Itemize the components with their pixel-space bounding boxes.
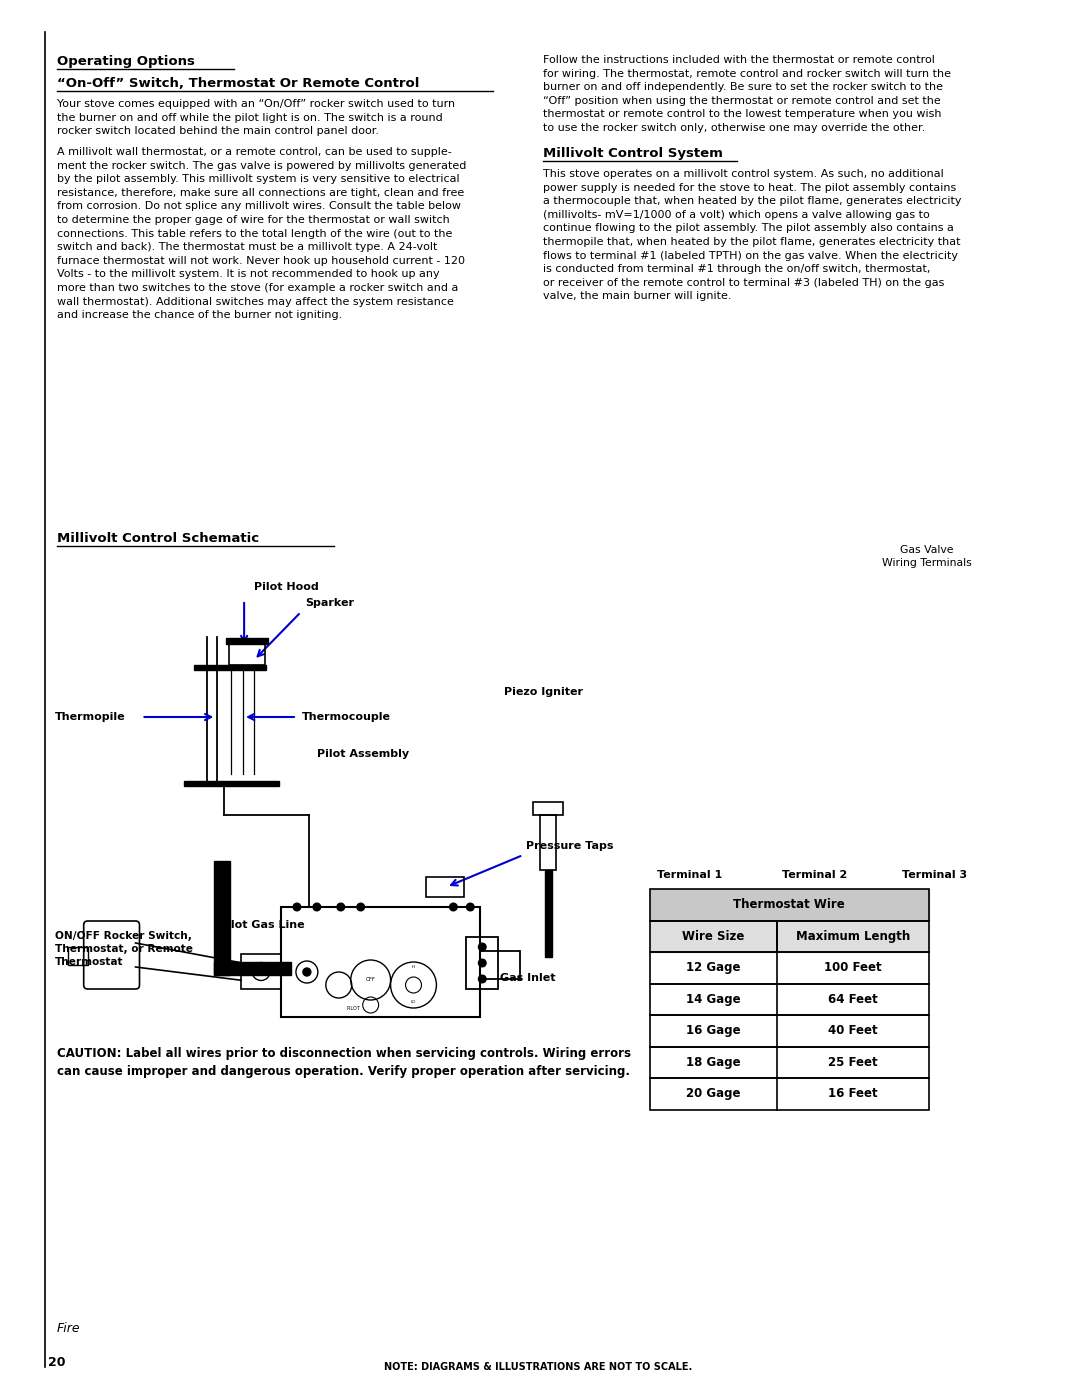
- Text: Piezo Igniter: Piezo Igniter: [503, 687, 582, 697]
- Text: 16 Gage: 16 Gage: [686, 1024, 741, 1037]
- Text: Thermostat Wire: Thermostat Wire: [733, 898, 845, 911]
- Bar: [650, 921, 778, 951]
- Bar: [534, 802, 563, 814]
- Text: 100 Feet: 100 Feet: [824, 961, 881, 974]
- Text: Gas Inlet: Gas Inlet: [500, 972, 556, 983]
- Circle shape: [337, 904, 345, 911]
- Bar: [427, 877, 464, 897]
- Circle shape: [293, 904, 300, 911]
- Text: Terminal 2: Terminal 2: [782, 870, 848, 880]
- Bar: [194, 665, 266, 671]
- Text: Your stove comes equipped with an “On/Off” rocker switch used to turn
the burner: Your stove comes equipped with an “On/Of…: [57, 99, 455, 136]
- Bar: [544, 870, 552, 957]
- Text: “On-Off” Switch, Thermostat Or Remote Control: “On-Off” Switch, Thermostat Or Remote Co…: [57, 77, 419, 89]
- Bar: [650, 1016, 929, 1046]
- Text: A millivolt wall thermostat, or a remote control, can be used to supple-
ment th: A millivolt wall thermostat, or a remote…: [57, 147, 467, 320]
- Text: CAUTION: Label all wires prior to disconnection when servicing controls. Wiring : CAUTION: Label all wires prior to discon…: [57, 1046, 631, 1078]
- Text: 20 Gage: 20 Gage: [686, 1087, 741, 1101]
- Bar: [650, 951, 929, 983]
- Bar: [68, 947, 87, 965]
- Text: NOTE: DIAGRAMS & ILLUSTRATIONS ARE NOT TO SCALE.: NOTE: DIAGRAMS & ILLUSTRATIONS ARE NOT T…: [383, 1362, 692, 1372]
- Text: Thermocouple: Thermocouple: [302, 712, 391, 722]
- Bar: [650, 888, 929, 921]
- Circle shape: [313, 904, 321, 911]
- Text: 14 Gage: 14 Gage: [686, 993, 741, 1006]
- Bar: [467, 937, 498, 989]
- Circle shape: [449, 904, 457, 911]
- Bar: [778, 921, 929, 951]
- Text: Follow the instructions included with the thermostat or remote control
for wirin: Follow the instructions included with th…: [543, 54, 951, 133]
- Bar: [185, 781, 279, 787]
- Bar: [281, 907, 481, 1017]
- Text: Pilot Hood: Pilot Hood: [254, 583, 319, 592]
- Text: Fire: Fire: [57, 1322, 80, 1336]
- Bar: [650, 921, 778, 951]
- Bar: [241, 954, 281, 989]
- Text: Pilot Assembly: Pilot Assembly: [316, 749, 409, 759]
- Text: Thermopile: Thermopile: [55, 712, 125, 722]
- Text: 20: 20: [48, 1356, 65, 1369]
- Text: 12 Gage: 12 Gage: [686, 961, 741, 974]
- Text: Pressure Taps: Pressure Taps: [526, 841, 613, 851]
- Bar: [540, 814, 556, 870]
- Circle shape: [467, 904, 474, 911]
- Circle shape: [478, 975, 486, 983]
- Text: Sparker: Sparker: [305, 598, 354, 608]
- Circle shape: [478, 943, 486, 951]
- Bar: [650, 1078, 929, 1109]
- Text: ON/OFF Rocker Switch,
Thermostat, or Remote
Thermostat: ON/OFF Rocker Switch, Thermostat, or Rem…: [55, 932, 193, 967]
- Bar: [229, 644, 265, 665]
- Text: OFF: OFF: [366, 977, 376, 982]
- Text: HI: HI: [411, 965, 416, 970]
- Bar: [481, 951, 521, 979]
- Bar: [778, 921, 929, 951]
- Text: Operating Options: Operating Options: [57, 54, 194, 68]
- Text: PILOT: PILOT: [347, 1006, 361, 1011]
- Text: Millivolt Control Schematic: Millivolt Control Schematic: [57, 532, 259, 545]
- Circle shape: [478, 960, 486, 967]
- Text: Terminal 3: Terminal 3: [902, 870, 968, 880]
- Text: Millivolt Control System: Millivolt Control System: [543, 147, 723, 161]
- Text: Gas Valve
Wiring Terminals: Gas Valve Wiring Terminals: [881, 545, 972, 569]
- Bar: [650, 983, 929, 1016]
- Text: Maximum Length: Maximum Length: [796, 930, 910, 943]
- Text: 18 Gage: 18 Gage: [686, 1056, 741, 1069]
- Text: 64 Feet: 64 Feet: [828, 993, 878, 1006]
- Text: Wire Size: Wire Size: [683, 930, 744, 943]
- Text: Pilot Gas Line: Pilot Gas Line: [219, 921, 305, 930]
- Circle shape: [356, 904, 364, 911]
- Circle shape: [302, 968, 311, 977]
- Text: 25 Feet: 25 Feet: [828, 1056, 878, 1069]
- Bar: [226, 638, 268, 644]
- Text: 16 Feet: 16 Feet: [828, 1087, 878, 1101]
- Bar: [214, 861, 230, 975]
- Bar: [650, 1046, 929, 1078]
- Text: LO: LO: [410, 1000, 416, 1004]
- Text: This stove operates on a millivolt control system. As such, no additional
power : This stove operates on a millivolt contr…: [543, 169, 961, 302]
- Text: 40 Feet: 40 Feet: [828, 1024, 878, 1037]
- Text: Terminal 1: Terminal 1: [657, 870, 723, 880]
- Bar: [650, 888, 929, 921]
- Bar: [214, 963, 291, 975]
